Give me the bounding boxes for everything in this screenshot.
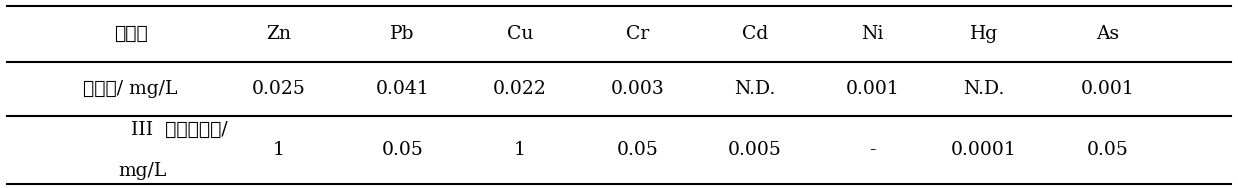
Text: 0.05: 0.05 bbox=[1087, 141, 1128, 159]
Text: Hg: Hg bbox=[969, 25, 998, 43]
Text: 0.025: 0.025 bbox=[253, 80, 306, 98]
Text: III  类水体标准/: III 类水体标准/ bbox=[130, 121, 228, 138]
Text: 重金属: 重金属 bbox=[114, 25, 147, 43]
Text: 0.041: 0.041 bbox=[375, 80, 430, 98]
Text: N.D.: N.D. bbox=[734, 80, 776, 98]
Text: Cu: Cu bbox=[506, 25, 534, 43]
Text: mg/L: mg/L bbox=[119, 161, 167, 180]
Text: 浸出量/ mg/L: 浸出量/ mg/L bbox=[83, 80, 178, 98]
Text: Ni: Ni bbox=[862, 25, 884, 43]
Text: 0.003: 0.003 bbox=[610, 80, 665, 98]
Text: 1: 1 bbox=[274, 141, 285, 159]
Text: 1: 1 bbox=[514, 141, 526, 159]
Text: 0.05: 0.05 bbox=[617, 141, 659, 159]
Text: Cr: Cr bbox=[626, 25, 649, 43]
Text: -: - bbox=[869, 141, 875, 159]
Text: Zn: Zn bbox=[266, 25, 291, 43]
Text: 0.0001: 0.0001 bbox=[951, 141, 1016, 159]
Text: 0.001: 0.001 bbox=[846, 80, 899, 98]
Text: N.D.: N.D. bbox=[963, 80, 1004, 98]
Text: 0.05: 0.05 bbox=[381, 141, 423, 159]
Text: 0.001: 0.001 bbox=[1081, 80, 1134, 98]
Text: Pb: Pb bbox=[390, 25, 415, 43]
Text: As: As bbox=[1096, 25, 1119, 43]
Text: 0.005: 0.005 bbox=[728, 141, 782, 159]
Text: Cd: Cd bbox=[742, 25, 768, 43]
Text: 0.022: 0.022 bbox=[493, 80, 547, 98]
